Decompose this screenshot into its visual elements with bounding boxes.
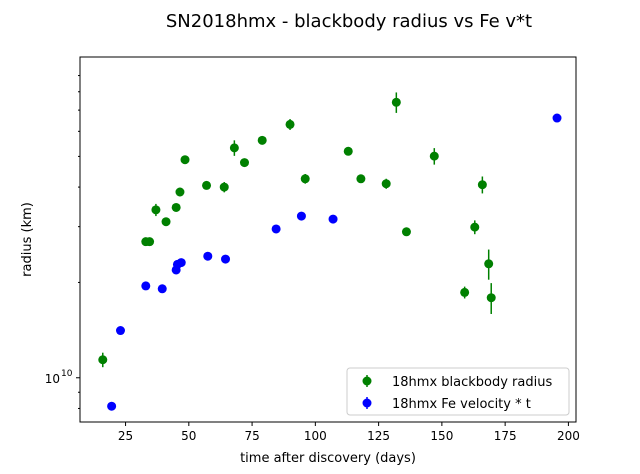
series-blackbody-radius	[98, 92, 496, 368]
x-tick-label: 100	[304, 429, 327, 443]
data-point	[221, 254, 231, 264]
data-point	[470, 222, 480, 232]
data-series-layer	[98, 92, 562, 411]
legend-box	[346, 367, 570, 416]
data-point	[115, 326, 125, 336]
data-point	[391, 97, 401, 107]
data-point	[356, 174, 366, 184]
data-point	[477, 180, 487, 190]
y-axis: 10 10	[45, 75, 80, 409]
legend-marker	[362, 376, 372, 386]
legend-marker	[362, 398, 372, 408]
data-point	[202, 180, 212, 190]
data-point	[176, 258, 186, 268]
data-point	[151, 205, 161, 215]
y-tick-label: 10	[45, 372, 60, 386]
legend-label: 18hmx Fe velocity * t	[392, 397, 531, 412]
data-point	[157, 284, 167, 294]
data-point	[98, 355, 108, 365]
y-tick-label-base: 10	[45, 372, 60, 386]
x-tick-label: 50	[181, 429, 196, 443]
data-point	[141, 281, 151, 291]
data-point	[107, 401, 117, 411]
y-tick-label-exponent: 10	[61, 369, 73, 379]
data-point	[552, 113, 562, 123]
data-point	[219, 182, 229, 192]
data-point	[296, 211, 306, 221]
data-point	[429, 151, 439, 161]
x-tick-label: 25	[118, 429, 133, 443]
x-axis-label: time after discovery (days)	[240, 451, 416, 466]
x-tick-label: 200	[557, 429, 580, 443]
data-point	[145, 237, 155, 247]
data-point	[328, 214, 338, 224]
y-axis-label: radius (km)	[20, 202, 35, 277]
data-point	[285, 119, 295, 129]
data-point	[239, 158, 249, 168]
x-tick-label: 150	[430, 429, 453, 443]
x-tick-label: 75	[244, 429, 259, 443]
data-point	[343, 146, 353, 156]
data-point	[300, 174, 310, 184]
x-tick-label: 125	[367, 429, 390, 443]
plot-area	[79, 56, 577, 423]
data-point	[171, 202, 181, 212]
data-point	[203, 251, 213, 261]
data-point	[271, 224, 281, 234]
data-point	[257, 135, 267, 145]
data-point	[180, 155, 190, 165]
legend: 18hmx blackbody radius 18hmx Fe velocity …	[346, 367, 570, 416]
data-point	[401, 227, 411, 237]
data-point	[175, 187, 185, 197]
data-point	[161, 217, 171, 227]
data-point	[486, 293, 496, 303]
data-point	[381, 179, 391, 189]
legend-label: 18hmx blackbody radius	[392, 375, 552, 390]
x-axis: 25 50 75 100 125 150 175 200	[118, 422, 580, 443]
series-fe-velocity-t	[107, 113, 562, 411]
data-point	[229, 143, 239, 153]
data-point	[460, 287, 470, 297]
chart-title: SN2018hmx - blackbody radius vs Fe v*t	[166, 11, 532, 32]
data-point	[484, 259, 494, 269]
x-tick-label: 175	[494, 429, 517, 443]
